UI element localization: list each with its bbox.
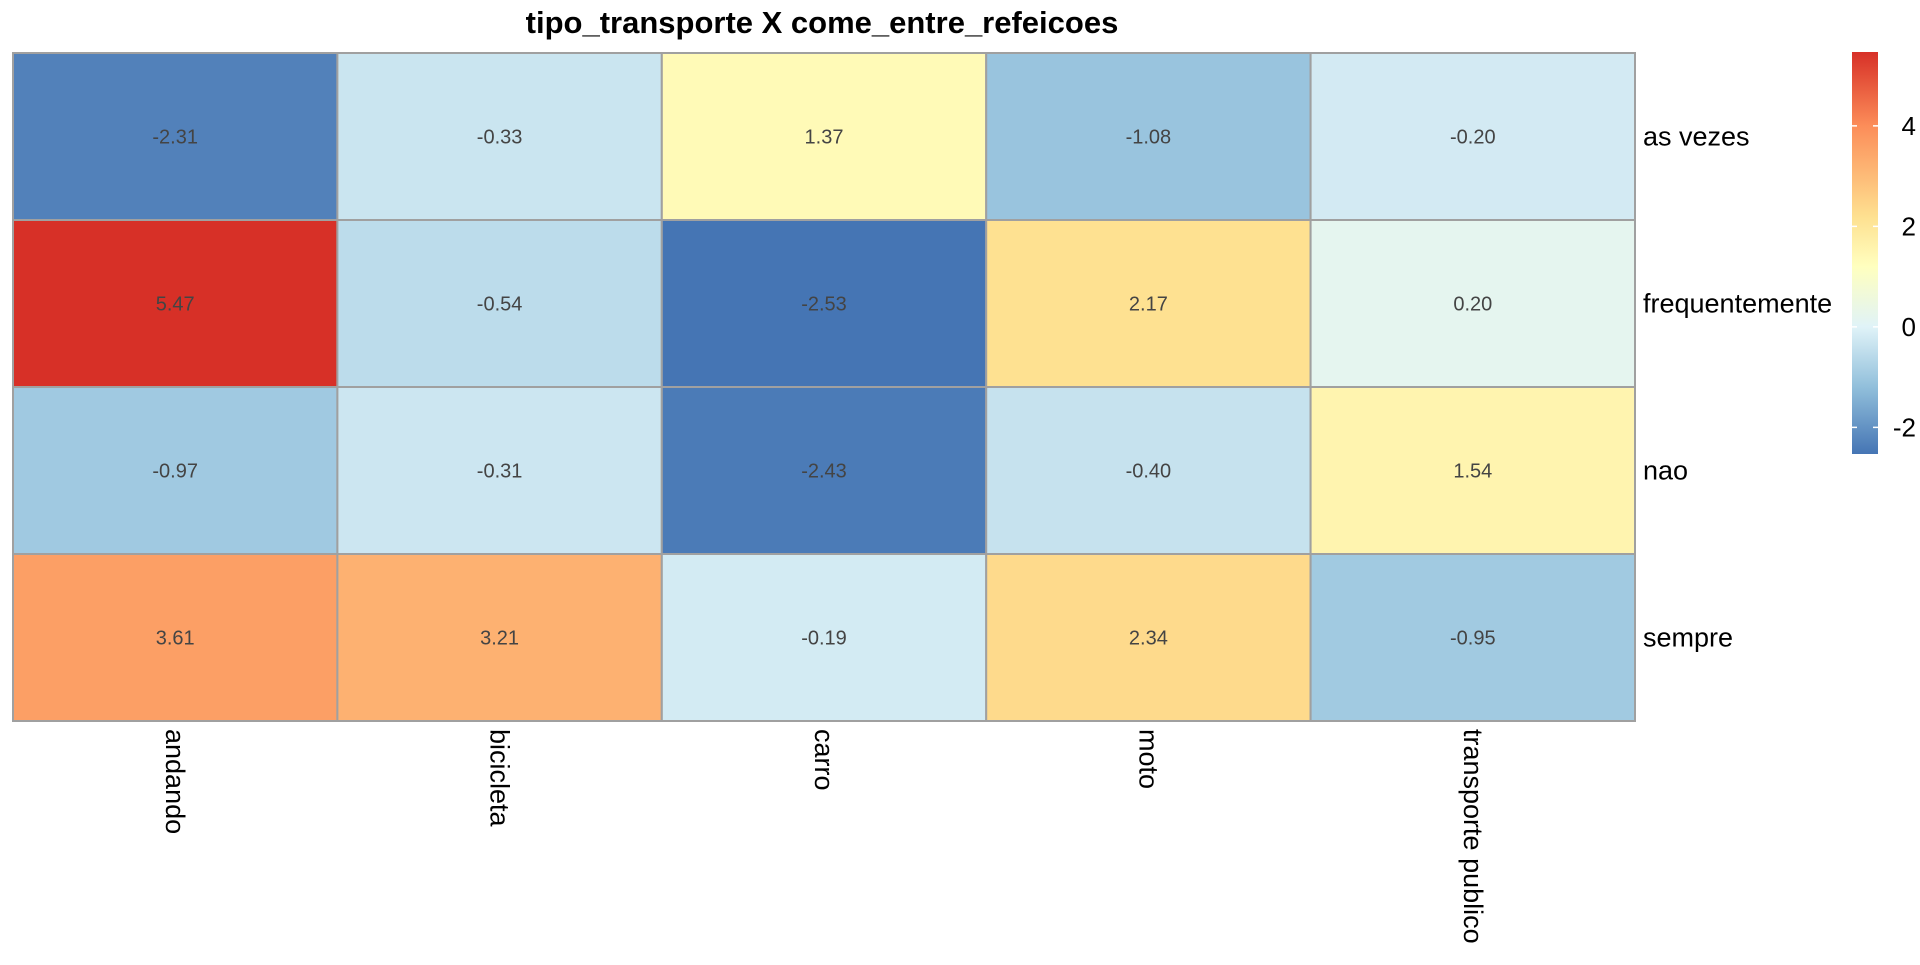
cell-value-label: 1.54: [1453, 461, 1492, 483]
heatmap-cell: [660, 553, 988, 722]
cell-value-label: -2.31: [152, 127, 198, 149]
row-label: frequentemente: [1643, 289, 1832, 319]
column-label: moto: [1133, 729, 1163, 789]
heatmap-cell: [985, 553, 1312, 722]
heatmap-cell: [336, 52, 663, 221]
heatmap-cell: [1309, 553, 1636, 722]
column-labels: andando bicicleta carro moto transporte publ…: [160, 729, 1488, 944]
legend-color-bar: [1852, 52, 1878, 454]
cell-value-label: -2.43: [801, 461, 847, 483]
heatmap-cell: [1309, 219, 1636, 388]
heatmap-cell: [1309, 386, 1636, 555]
legend-tick-label: 4: [1902, 111, 1916, 141]
column-label: bicicleta: [485, 729, 515, 828]
legend-tick-label: -2: [1893, 412, 1916, 442]
legend-tick-label: 0: [1902, 312, 1916, 342]
heatmap-cell: [660, 52, 988, 221]
legend-ticks: 4 2 0 -2: [1852, 111, 1916, 442]
cell-value-label: -0.54: [477, 294, 523, 316]
cell-value-label: -2.53: [801, 294, 847, 316]
cell-value-label: -0.40: [1126, 461, 1172, 483]
column-label: transporte publico: [1458, 729, 1488, 944]
cell-value-label: -0.31: [477, 461, 523, 483]
cell-value-label: 3.61: [156, 628, 195, 650]
cell-value-label: 2.34: [1129, 628, 1168, 650]
heatmap-cell: [1309, 52, 1636, 221]
cell-value-label: -0.33: [477, 127, 523, 149]
heatmap-cell: [12, 52, 339, 221]
cell-value-label: -0.97: [152, 461, 198, 483]
row-label: as vezes: [1643, 122, 1750, 152]
heatmap-cell: [336, 386, 663, 555]
cell-value-label: -1.08: [1126, 127, 1172, 149]
cell-value-label: 5.47: [156, 294, 195, 316]
row-label: sempre: [1643, 623, 1733, 653]
heatmap-cell: [985, 386, 1312, 555]
heatmap-cell: [660, 386, 988, 555]
color-legend: 4 2 0 -2: [1852, 52, 1916, 454]
legend-tick-label: 2: [1902, 211, 1916, 241]
cell-value-label: 3.21: [480, 628, 519, 650]
heatmap-cell-labels: -2.31 -0.33 1.37 -1.08 -0.20 5.47 -0.54 -2.53 2.…: [152, 127, 1495, 650]
heatmap-cell: [12, 219, 339, 388]
row-label: nao: [1643, 456, 1688, 486]
row-labels: as vezes frequentemente nao sempre: [1643, 122, 1832, 653]
chart-title: tipo_transporte X come_entre_refeicoes: [526, 5, 1119, 40]
cell-value-label: -0.19: [801, 628, 847, 650]
cell-value-label: 1.37: [805, 127, 844, 149]
heatmap-cell: [336, 553, 663, 722]
cell-value-label: 2.17: [1129, 294, 1168, 316]
heatmap-cells: [12, 52, 1636, 722]
cell-value-label: 0.20: [1453, 294, 1492, 316]
heatmap-cell: [660, 219, 988, 388]
cell-value-label: -0.20: [1450, 127, 1496, 149]
heatmap-cell: [985, 52, 1312, 221]
column-label: carro: [809, 729, 839, 791]
column-label: andando: [160, 729, 190, 834]
cell-value-label: -0.95: [1450, 628, 1496, 650]
heatmap-cell: [12, 553, 339, 722]
